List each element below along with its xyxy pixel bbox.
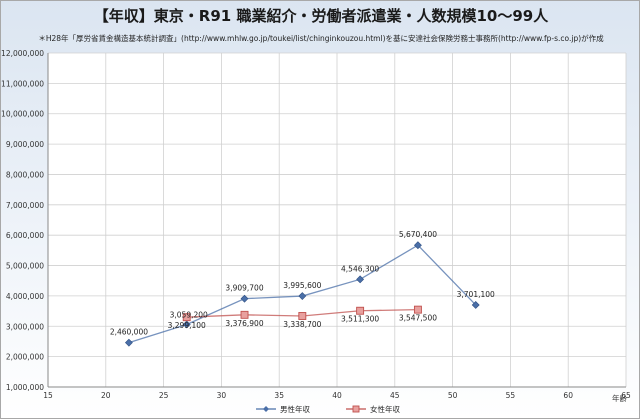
x-tick-label: 20 (101, 391, 111, 400)
data-label: 3,701,100 (457, 290, 495, 299)
grid (47, 52, 627, 388)
y-tick-label: 1,000,000 (6, 383, 44, 392)
y-tick-label: 2,000,000 (6, 353, 44, 362)
data-labels: 2,460,000 3,059,200 3,909,700 3,995,600 4,54… (110, 230, 495, 336)
female-point-marker (413, 305, 422, 314)
female-point-marker (298, 312, 307, 320)
y-tick-label: 12,000,000 (1, 49, 44, 58)
y-tick-label: 11,000,000 (1, 79, 44, 88)
data-label: 3,338,700 (283, 320, 321, 329)
chart-subtitle: ＊H28年「厚労省賃金構造基本統計調査」(http://www.mhlw.go.… (38, 33, 604, 43)
male-point-marker (298, 292, 307, 300)
x-tick-label: 65 (621, 391, 631, 400)
x-tick-label: 50 (448, 391, 458, 400)
male-point-marker (356, 275, 365, 284)
y-tick-label: 4,000,000 (6, 292, 44, 301)
legend-label-1: 女性年収 (370, 404, 400, 414)
data-label: 2,460,000 (110, 328, 148, 337)
data-label: 5,670,400 (399, 230, 437, 239)
y-tick-label: 3,000,000 (6, 322, 44, 331)
legend-label-0: 男性年収 (280, 404, 310, 414)
chart-title: 【年収】東京・R91 職業紹介・労働者派遣業・人数規模10～99人 (94, 7, 549, 25)
y-tick-label: 8,000,000 (6, 170, 44, 179)
male-point-marker (413, 241, 422, 250)
data-label: 3,059,200 (170, 310, 208, 319)
data-label: 3,299,100 (168, 321, 206, 330)
x-tick-label: 45 (390, 391, 400, 400)
y-tick-label: 10,000,000 (1, 110, 44, 119)
series (124, 241, 480, 347)
male-point-marker (240, 294, 249, 303)
data-label: 3,547,500 (399, 314, 437, 323)
x-axis-title: 年齢 (612, 393, 627, 403)
male-point-marker (471, 301, 480, 309)
legend: 男性年収 女性年収 (256, 404, 400, 414)
male-point-marker (182, 320, 191, 329)
female-point-marker (182, 313, 191, 322)
x-tick-label: 55 (506, 391, 516, 400)
x-tick-label: 60 (563, 391, 573, 400)
x-tick-label: 15 (43, 391, 53, 400)
x-tick-label: 40 (332, 391, 342, 400)
legend-marker-0 (263, 406, 269, 412)
female-point-marker (240, 310, 249, 319)
y-tick-label: 6,000,000 (6, 231, 44, 240)
x-tick-label: 25 (159, 391, 169, 400)
y-tick-label: 7,000,000 (6, 201, 44, 210)
male-point-marker (124, 338, 133, 347)
data-label: 4,546,300 (341, 264, 379, 273)
x-tick-label: 35 (274, 391, 284, 400)
y-tick-label: 9,000,000 (6, 140, 44, 149)
data-label: 3,511,300 (341, 315, 379, 324)
x-tick-label: 30 (217, 391, 227, 400)
legend-marker-1 (352, 405, 360, 413)
data-label: 3,995,600 (283, 281, 321, 290)
axes: 1,000,000 2,000,000 3,000,000 4,000,000 5,00… (1, 49, 631, 400)
female-point-marker (356, 306, 365, 315)
y-tick-label: 5,000,000 (6, 262, 44, 271)
data-label: 3,909,700 (225, 284, 263, 293)
data-label: 3,376,900 (225, 319, 263, 328)
